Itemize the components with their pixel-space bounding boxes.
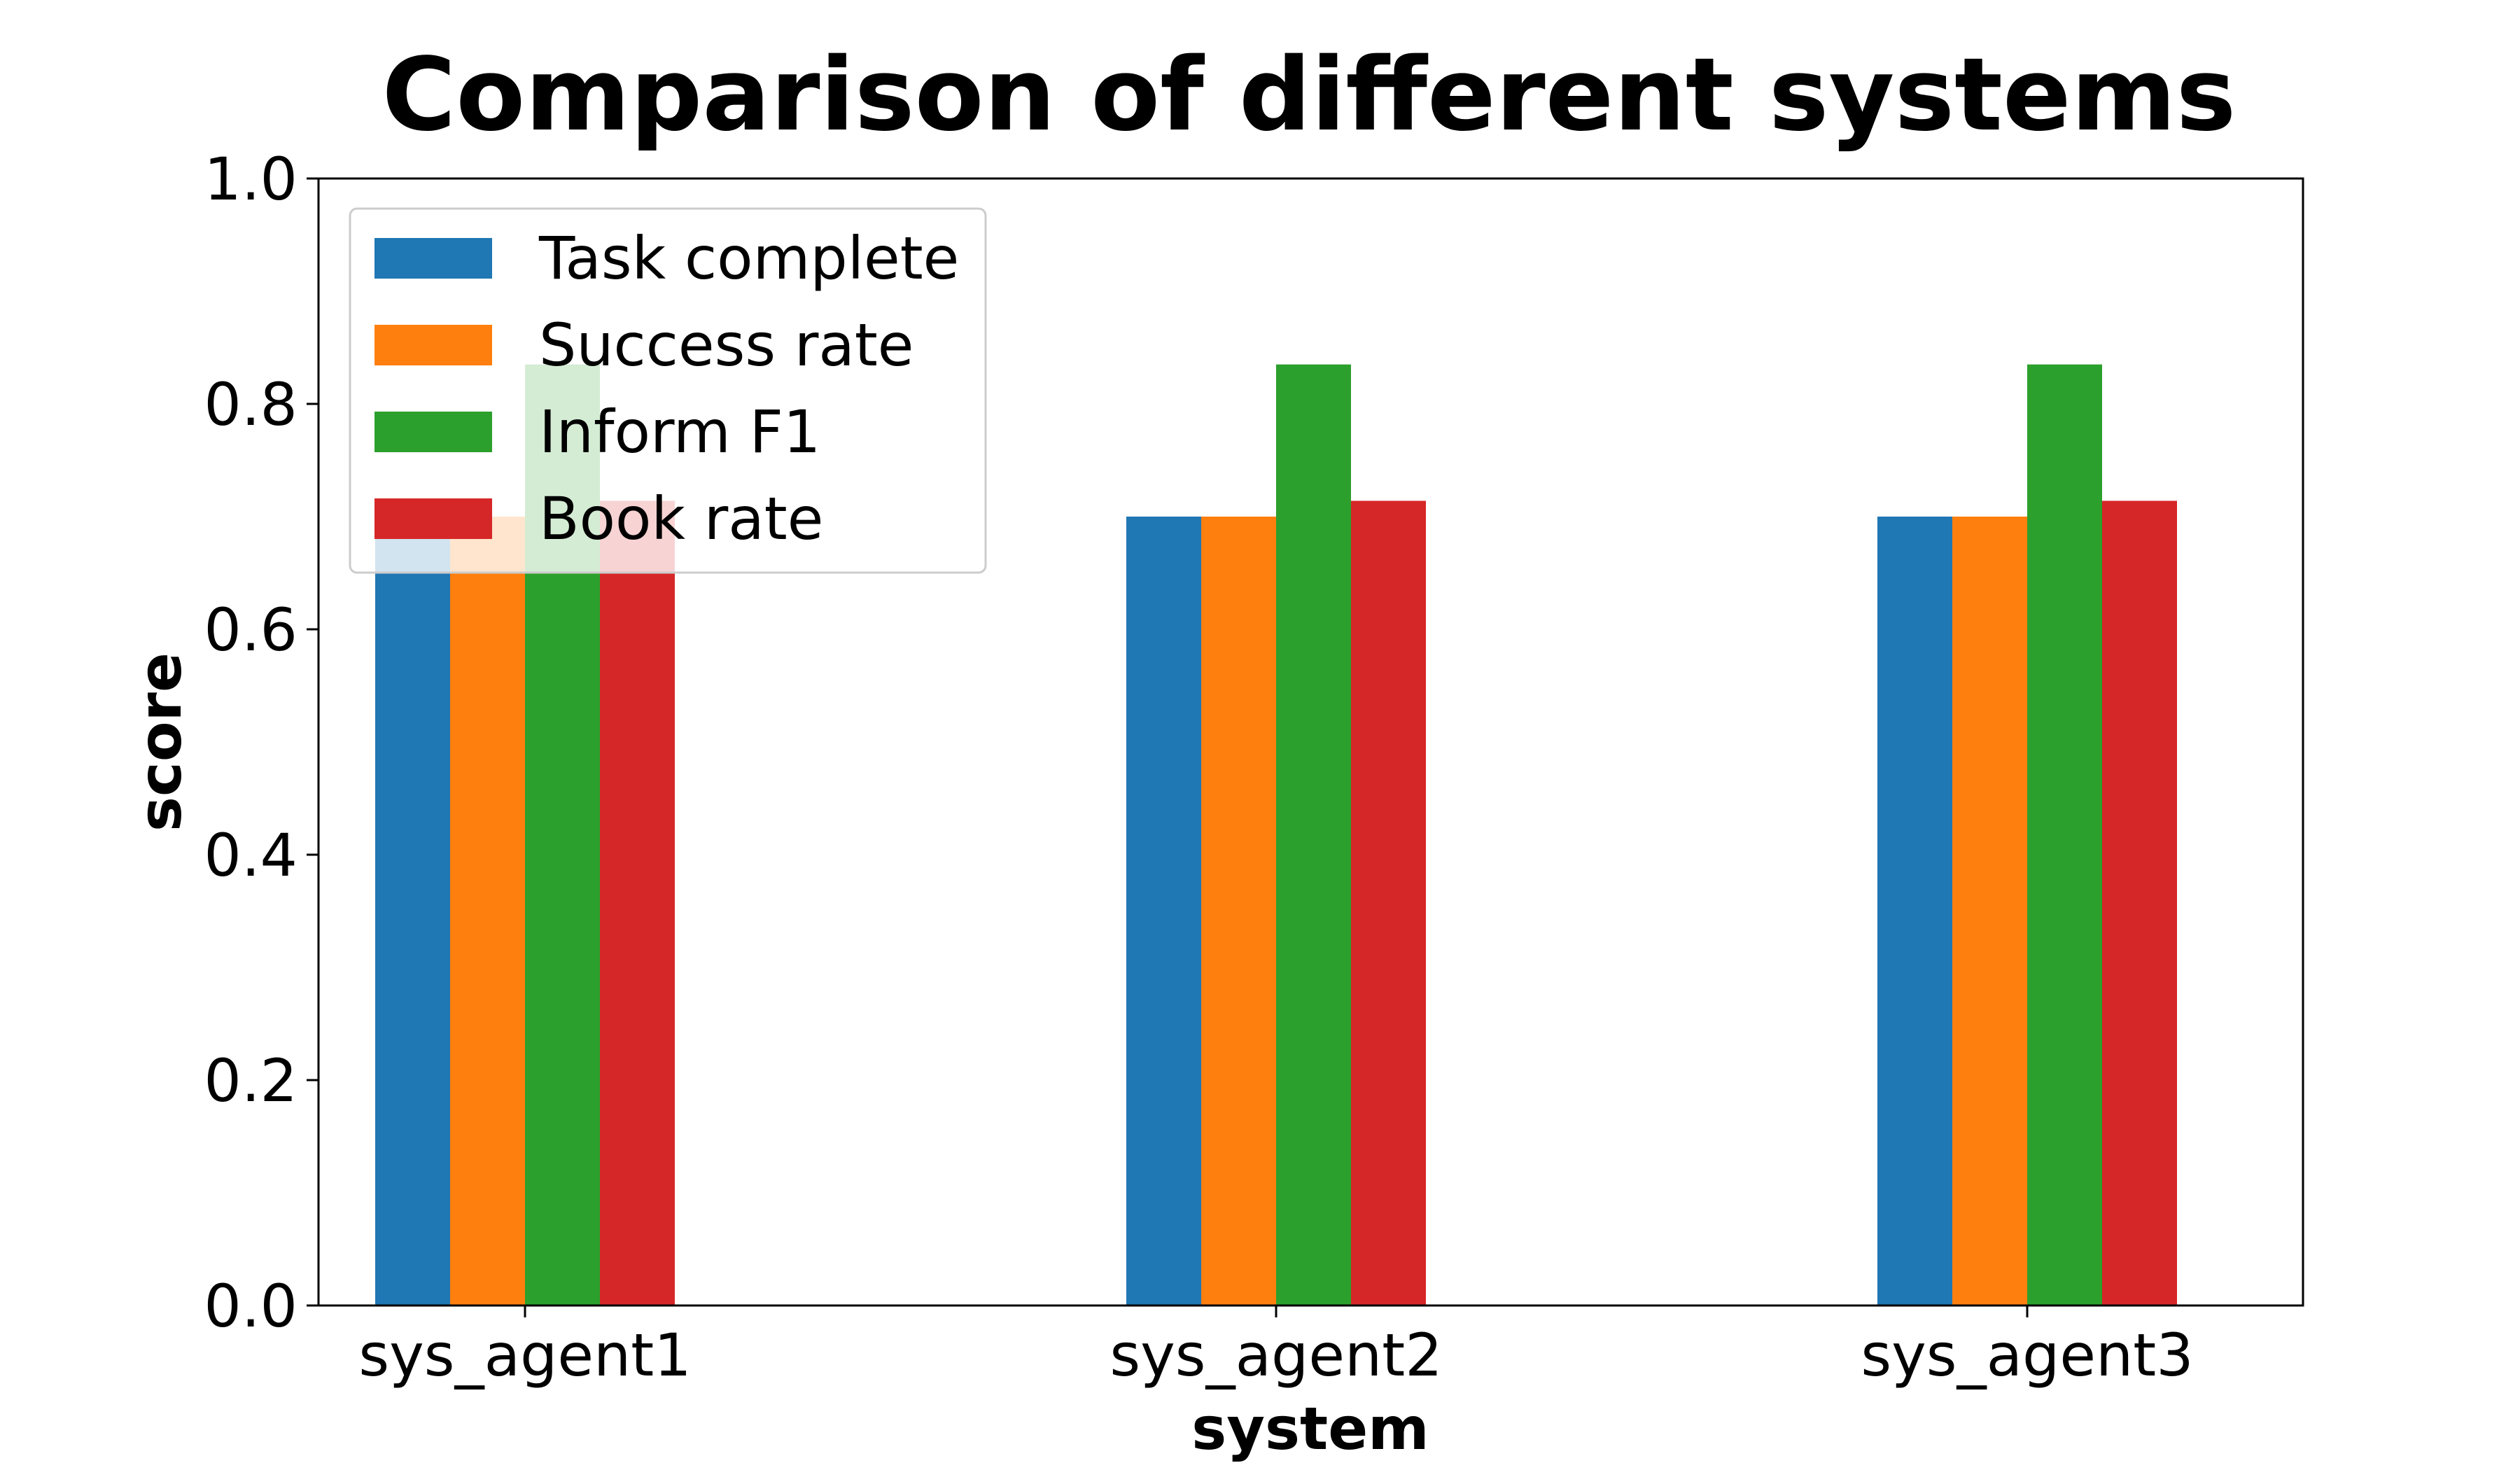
legend-items: Task complete Success rate Inform F1 Book r… — [374, 224, 959, 553]
x-axis-label: system — [1191, 1394, 1429, 1463]
legend-swatch-inform-f1 — [374, 412, 492, 452]
legend-label-inform-f1: Inform F1 — [539, 398, 820, 466]
bar-inform-f1-sys_agent3 — [2027, 364, 2102, 1306]
bar-book-rate-sys_agent2 — [1351, 500, 1426, 1306]
bar-book-rate-sys_agent3 — [2102, 500, 2177, 1306]
legend-swatch-task-complete — [374, 238, 492, 279]
bar-success-rate-sys_agent2 — [1201, 517, 1276, 1306]
bar-success-rate-sys_agent1 — [450, 517, 525, 1306]
bar-task-complete-sys_agent2 — [1126, 517, 1201, 1306]
bar-inform-f1-sys_agent2 — [1276, 364, 1351, 1306]
y-tick-label-0.8: 0.8 — [204, 370, 298, 439]
x-tick-label-sys_agent1: sys_agent1 — [358, 1321, 691, 1390]
y-tick-label-1.0: 1.0 — [204, 145, 298, 214]
legend-label-book-rate: Book rate — [539, 484, 823, 553]
y-tick-label-0.0: 0.0 — [204, 1272, 298, 1340]
legend-swatch-success-rate — [374, 325, 492, 365]
bar-success-rate-sys_agent3 — [1952, 517, 2027, 1306]
chart-title: Comparison of different systems — [382, 36, 2236, 153]
bar-book-rate-sys_agent1 — [600, 500, 675, 1306]
bar-task-complete-sys_agent3 — [1877, 517, 1952, 1306]
bar-task-complete-sys_agent1 — [375, 517, 450, 1306]
x-tick-label-sys_agent3: sys_agent3 — [1861, 1321, 2193, 1390]
legend-label-success-rate: Success rate — [539, 311, 913, 379]
y-tick-label-0.4: 0.4 — [204, 821, 298, 890]
legend-label-task-complete: Task complete — [538, 224, 959, 293]
legend-box — [349, 207, 987, 574]
bars-layer — [375, 364, 2177, 1306]
axes-layer: sys_agent1 sys_agent2 sys_agent3 0.0 0.2 0.4 0… — [204, 145, 2193, 1390]
plot-frame — [317, 177, 2304, 1307]
legend: Task complete Success rate Inform F1 Book r… — [349, 207, 987, 574]
legend-swatch-book-rate — [374, 498, 492, 539]
x-tick-label-sys_agent2: sys_agent2 — [1110, 1321, 1442, 1390]
y-tick-label-0.2: 0.2 — [204, 1046, 298, 1115]
y-axis-label: score — [126, 652, 195, 832]
y-tick-label-0.6: 0.6 — [204, 596, 298, 664]
